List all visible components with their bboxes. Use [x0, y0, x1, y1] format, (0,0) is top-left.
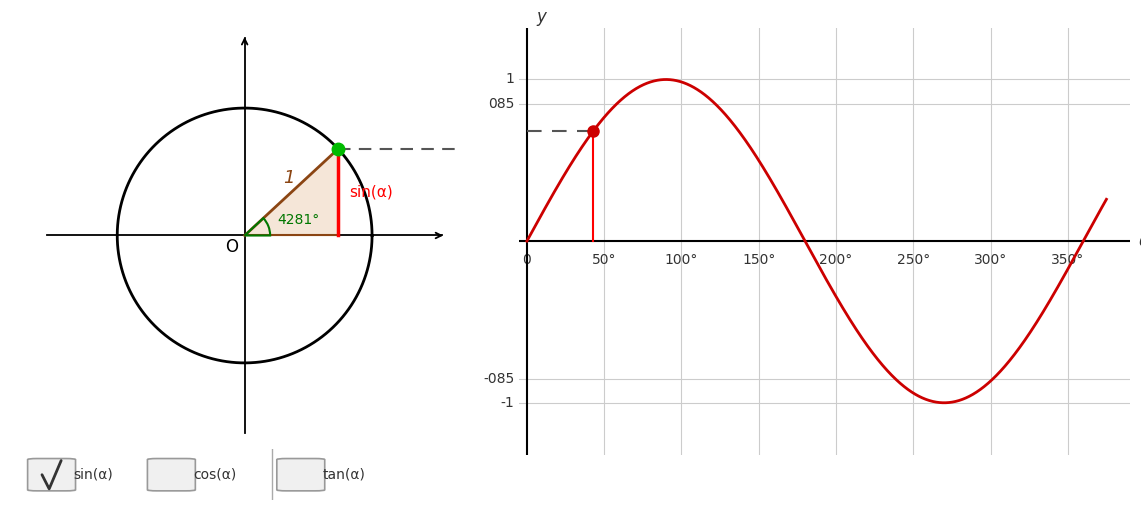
- Text: 085: 085: [488, 97, 515, 111]
- Text: 50°: 50°: [592, 254, 616, 267]
- Text: 150°: 150°: [742, 254, 776, 267]
- Text: cos(α): cos(α): [193, 468, 236, 482]
- Text: 1: 1: [505, 73, 515, 86]
- Text: 1: 1: [283, 169, 294, 187]
- Polygon shape: [244, 149, 338, 235]
- Text: -085: -085: [484, 372, 515, 385]
- FancyBboxPatch shape: [277, 459, 325, 491]
- Text: 350°: 350°: [1051, 254, 1084, 267]
- FancyBboxPatch shape: [147, 459, 195, 491]
- Text: sin(α): sin(α): [349, 185, 394, 199]
- Text: 200°: 200°: [819, 254, 852, 267]
- Text: sin(α): sin(α): [73, 468, 113, 482]
- Text: O: O: [226, 238, 238, 256]
- Text: 0: 0: [523, 254, 532, 267]
- Text: 100°: 100°: [665, 254, 698, 267]
- Text: 4281°: 4281°: [277, 213, 319, 227]
- FancyBboxPatch shape: [27, 459, 75, 491]
- Text: tan(α): tan(α): [323, 468, 365, 482]
- Text: α: α: [1139, 232, 1141, 250]
- Text: 250°: 250°: [897, 254, 930, 267]
- Text: y: y: [536, 8, 547, 26]
- Text: -1: -1: [501, 396, 515, 410]
- Text: 300°: 300°: [974, 254, 1008, 267]
